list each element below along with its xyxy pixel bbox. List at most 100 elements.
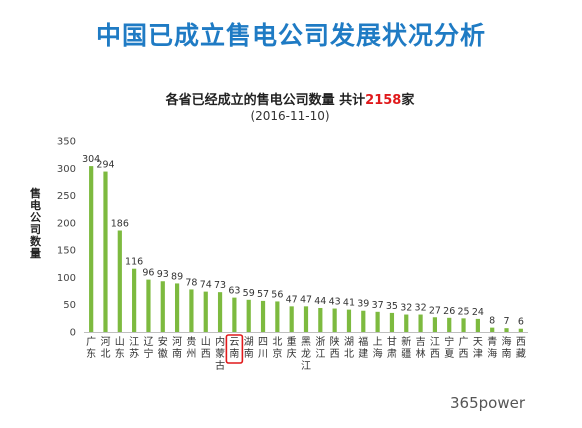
bar (361, 310, 366, 332)
data-label: 25 (458, 306, 470, 317)
bar (432, 317, 438, 332)
data-label: 74 (200, 280, 212, 291)
data-label: 57 (257, 289, 269, 300)
svg-text:西: 西 (330, 349, 340, 360)
svg-text:黑: 黑 (301, 336, 311, 348)
svg-text:南: 南 (502, 347, 512, 360)
data-label: 47 (300, 294, 312, 305)
svg-text:贵: 贵 (186, 335, 196, 348)
bar (232, 297, 237, 332)
x-tick-label: 青海 (487, 335, 497, 360)
svg-text:龙: 龙 (301, 347, 311, 360)
svg-text:苏: 苏 (129, 347, 139, 360)
data-label: 304 (82, 154, 100, 165)
chart-subtitle: (2016-11-10) (250, 109, 330, 123)
svg-text:宁: 宁 (444, 335, 454, 348)
svg-text:天: 天 (473, 337, 483, 348)
y-axis-label: 售电公司数量 (30, 187, 41, 260)
data-label: 37 (372, 300, 384, 311)
svg-text:福: 福 (358, 335, 368, 348)
svg-text:徽: 徽 (158, 347, 168, 360)
svg-text:肃: 肃 (387, 348, 397, 360)
svg-text:北: 北 (272, 336, 282, 348)
x-tick-label: 湖南 (244, 336, 254, 360)
bar (332, 308, 337, 332)
svg-text:四: 四 (258, 337, 268, 348)
svg-text:夏: 夏 (444, 348, 454, 360)
svg-text:江: 江 (129, 336, 139, 348)
svg-text:吉: 吉 (416, 336, 426, 348)
x-tick-label: 贵州 (186, 335, 196, 360)
svg-text:海: 海 (502, 335, 512, 348)
svg-text:建: 建 (358, 347, 368, 360)
data-label: 59 (243, 288, 255, 299)
data-label: 32 (400, 303, 412, 314)
bar (404, 314, 409, 332)
svg-text:庆: 庆 (287, 347, 297, 360)
svg-text:西: 西 (430, 349, 440, 360)
svg-text:江: 江 (301, 360, 311, 372)
bar (160, 281, 165, 332)
svg-text:河: 河 (172, 336, 182, 348)
svg-text:津: 津 (473, 348, 483, 360)
svg-text:州: 州 (186, 348, 196, 360)
data-label: 63 (228, 286, 240, 297)
svg-text:湖: 湖 (244, 336, 254, 348)
data-label: 73 (214, 280, 226, 291)
x-tick-label: 云南 (229, 337, 239, 360)
svg-text:藏: 藏 (516, 348, 526, 360)
x-tick-label: 湖北 (344, 336, 354, 360)
x-tick-label: 天津 (473, 337, 483, 360)
y-tick-label: 100 (57, 273, 76, 284)
x-tick-label: 广东 (86, 336, 96, 360)
bar (346, 309, 352, 332)
svg-text:重: 重 (287, 335, 297, 348)
x-tick-label: 四川 (258, 337, 268, 360)
data-label: 8 (489, 316, 495, 327)
data-label: 96 (142, 268, 154, 279)
x-tick-label: 吉林 (416, 336, 426, 360)
x-tick-label: 上海 (373, 336, 383, 360)
bar (260, 300, 266, 332)
data-label: 24 (472, 307, 484, 318)
svg-text:南: 南 (244, 347, 254, 360)
data-label: 56 (271, 289, 283, 300)
svg-text:古: 古 (215, 359, 225, 372)
svg-text:宁: 宁 (143, 347, 153, 360)
x-tick-label: 重庆 (287, 335, 297, 360)
bar (289, 306, 294, 332)
svg-text:川: 川 (258, 349, 268, 360)
data-label: 27 (429, 305, 441, 316)
x-tick-label: 山东 (115, 336, 125, 360)
watermark-text: 365power (450, 394, 525, 412)
bar (518, 328, 523, 332)
data-label: 47 (286, 294, 298, 305)
axes: 050100150200250300350广东河北山东江苏辽宁安徽河南贵州山西内… (57, 137, 528, 372)
data-label: 186 (111, 218, 129, 229)
svg-text:西: 西 (201, 349, 211, 360)
bar (189, 289, 194, 332)
svg-text:江: 江 (315, 348, 325, 360)
svg-text:蒙: 蒙 (215, 347, 225, 360)
y-tick-label: 150 (57, 246, 76, 257)
svg-text:山: 山 (115, 336, 125, 348)
chart-title: 各省已经成立的售电公司数量 共计2158家 (120, 89, 460, 108)
data-label: 7 (503, 316, 509, 327)
bar (389, 312, 395, 332)
x-tick-label: 北京 (272, 336, 282, 360)
bar (89, 166, 94, 332)
bar (275, 301, 280, 332)
svg-text:上: 上 (373, 336, 383, 348)
y-tick-label: 50 (63, 300, 76, 311)
x-tick-label: 宁夏 (444, 335, 454, 360)
x-tick-label: 黑龙江 (301, 336, 311, 372)
svg-text:新: 新 (401, 335, 411, 348)
bar (490, 327, 495, 332)
x-tick-label: 山西 (201, 336, 211, 360)
data-label: 41 (343, 298, 355, 309)
svg-text:甘: 甘 (387, 335, 397, 348)
x-tick-label: 海南 (502, 335, 512, 360)
svg-text:内: 内 (215, 335, 225, 348)
highlight-box (225, 334, 244, 364)
y-tick-label: 0 (70, 328, 76, 339)
